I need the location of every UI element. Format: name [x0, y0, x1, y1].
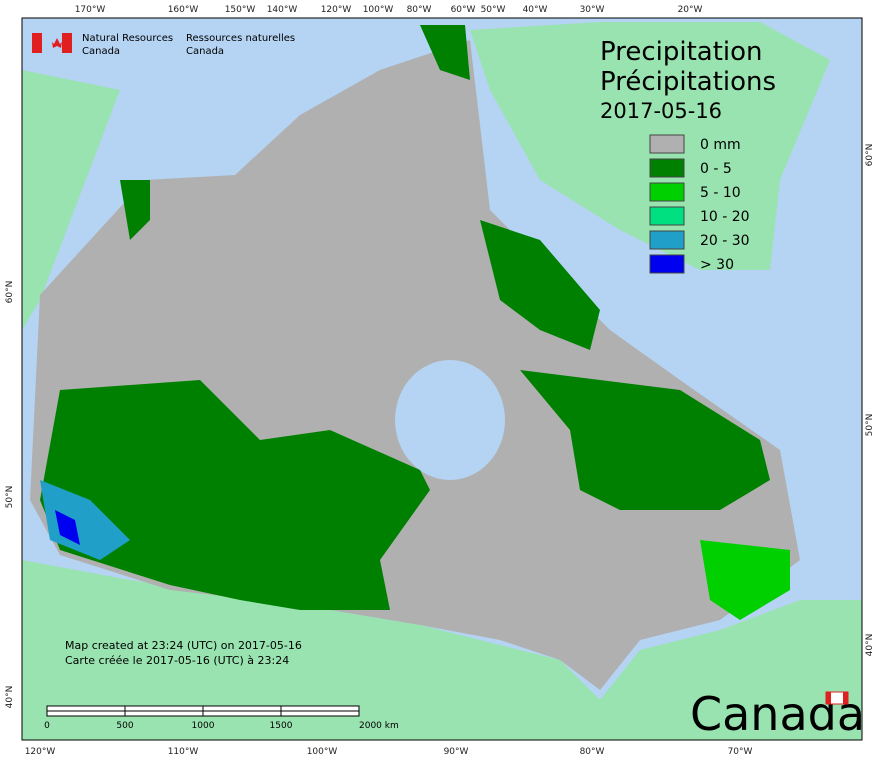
- legend-label: 0 mm: [700, 137, 741, 153]
- footer-en: Map created at 23:24 (UTC) on 2017-05-16: [65, 639, 302, 652]
- longitude-label: 140°W: [267, 5, 298, 15]
- footer-fr: Carte créée le 2017-05-16 (UTC) à 23:24: [65, 654, 289, 667]
- legend-label: > 30: [700, 257, 734, 273]
- wordmark-flag: [825, 691, 849, 705]
- legend-label: 5 - 10: [700, 185, 741, 201]
- agency-fr: Ressources naturelles: [186, 33, 295, 44]
- longitude-label: 100°W: [307, 747, 338, 757]
- longitude-label: 120°W: [321, 5, 352, 15]
- legend-swatch: [649, 230, 685, 250]
- scale-segment: [46, 705, 126, 712]
- scale-label: 1500: [270, 721, 293, 731]
- logo: [32, 33, 72, 53]
- legend-label: 10 - 20: [700, 209, 750, 225]
- scale-segment: [280, 710, 360, 717]
- scale-segment: [202, 710, 282, 717]
- frame: [21, 17, 863, 741]
- longitude-label: 70°W: [728, 747, 753, 757]
- latitude-label: 40°N: [5, 686, 15, 709]
- scale-label: 2000 km: [359, 721, 399, 731]
- longitude-label: 110°W: [168, 747, 199, 757]
- longitude-label: 40°W: [523, 5, 548, 15]
- agency-fr: Canada: [186, 46, 224, 57]
- longitude-label: 100°W: [363, 5, 394, 15]
- latitude-label: 60°N: [5, 281, 15, 304]
- latitude-label: 50°N: [5, 486, 15, 509]
- scale-label: 1000: [192, 721, 215, 731]
- legend-swatch: [649, 206, 685, 226]
- scale-segment: [46, 710, 126, 717]
- legend-label: 0 - 5: [700, 161, 732, 177]
- legend-swatch: [649, 254, 685, 274]
- longitude-label: 80°W: [407, 5, 432, 15]
- scale-segment: [280, 705, 360, 712]
- legend-swatch: [649, 182, 685, 202]
- title-fr: Précipitations: [600, 67, 776, 97]
- longitude-label: 170°W: [75, 5, 106, 15]
- scale-label: 500: [116, 721, 133, 731]
- longitude-label: 150°W: [225, 5, 256, 15]
- longitude-label: 30°W: [580, 5, 605, 15]
- longitude-label: 80°W: [580, 747, 605, 757]
- date: 2017-05-16: [600, 99, 722, 123]
- longitude-label: 90°W: [444, 747, 469, 757]
- longitude-label: 50°W: [481, 5, 506, 15]
- legend-swatch: [649, 134, 685, 154]
- latitude-label: 40°N: [865, 634, 875, 657]
- land: [22, 22, 862, 740]
- longitude-label: 120°W: [25, 747, 56, 757]
- scale-segment: [124, 710, 204, 717]
- title-en: Precipitation: [600, 37, 763, 67]
- scale-segment: [124, 705, 204, 712]
- scale-label: 0: [44, 721, 50, 731]
- scale-segment: [202, 705, 282, 712]
- agency-en: Canada: [82, 46, 120, 57]
- longitude-label: 160°W: [168, 5, 199, 15]
- latitude-label: 50°N: [865, 414, 875, 437]
- legend-swatch: [649, 158, 685, 178]
- longitude-label: 20°W: [678, 5, 703, 15]
- legend-label: 20 - 30: [700, 233, 750, 249]
- longitude-label: 60°W: [451, 5, 476, 15]
- agency-en: Natural Resources: [82, 33, 173, 44]
- latitude-label: 60°N: [865, 144, 875, 167]
